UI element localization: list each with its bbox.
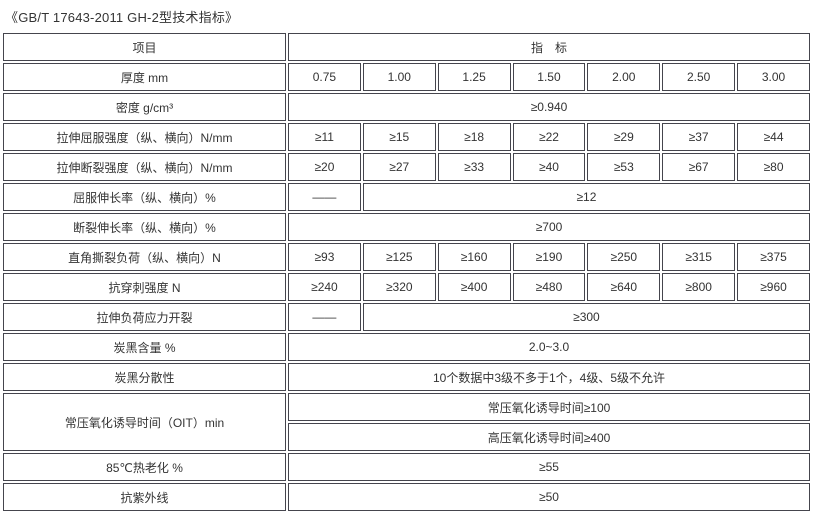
value-cell: ≥67 bbox=[662, 153, 736, 181]
value-cell: ≥960 bbox=[737, 273, 810, 301]
value-cell: ≥29 bbox=[587, 123, 661, 151]
value-cell: ≥18 bbox=[437, 123, 511, 151]
page-title: 《GB/T 17643-2011 GH-2型技术指标》 bbox=[5, 10, 239, 25]
table-row-oit-2: 高压氧化诱导时间≥400 bbox=[3, 423, 810, 451]
value-cell: ≥15 bbox=[362, 123, 436, 151]
value-cell: ≥55 bbox=[288, 453, 810, 481]
value-cell: ≥315 bbox=[662, 243, 736, 271]
header-indicator-cell: 指 标 bbox=[288, 33, 810, 61]
value-cell: 2.50 bbox=[662, 63, 736, 91]
table-header-row: 项目 指 标 bbox=[3, 33, 810, 61]
value-cell: ≥40 bbox=[512, 153, 586, 181]
value-cell: ≥160 bbox=[437, 243, 511, 271]
table-row-tensile-yield: 拉伸屈服强度（纵、横向）N/mm ≥11 ≥15 ≥18 ≥22 ≥29 ≥37… bbox=[3, 123, 810, 151]
value-cell: ≥50 bbox=[288, 483, 810, 511]
value-cell: ≥320 bbox=[362, 273, 436, 301]
value-cell: 1.00 bbox=[362, 63, 436, 91]
value-cell: 0.75 bbox=[288, 63, 361, 91]
value-cell: ≥300 bbox=[362, 303, 810, 331]
value-cell: ≥12 bbox=[362, 183, 810, 211]
value-cell: 10个数据中3级不多于1个，4级、5级不允许 bbox=[288, 363, 810, 391]
row-label: 85℃热老化 % bbox=[3, 453, 286, 481]
table-row-uv-resistance: 抗紫外线 ≥50 bbox=[3, 483, 810, 511]
value-cell: ≥44 bbox=[737, 123, 810, 151]
value-cell: ≥700 bbox=[288, 213, 810, 241]
row-label: 拉伸断裂强度（纵、横向）N/mm bbox=[3, 153, 286, 181]
value-cell: ≥11 bbox=[288, 123, 361, 151]
value-cell: 1.25 bbox=[437, 63, 511, 91]
value-cell: ≥480 bbox=[512, 273, 586, 301]
value-cell: 高压氧化诱导时间≥400 bbox=[288, 423, 810, 451]
value-cell: ≥400 bbox=[437, 273, 511, 301]
row-label: 拉伸屈服强度（纵、横向）N/mm bbox=[3, 123, 286, 151]
table-row-tensile-break: 拉伸断裂强度（纵、横向）N/mm ≥20 ≥27 ≥33 ≥40 ≥53 ≥67… bbox=[3, 153, 810, 181]
value-cell: 3.00 bbox=[737, 63, 810, 91]
value-cell: ≥53 bbox=[587, 153, 661, 181]
table-row-oit-1: 常压氧化诱导时间（OIT）min 常压氧化诱导时间≥100 bbox=[3, 393, 810, 451]
value-cell: —— bbox=[288, 183, 361, 211]
table-row-carbon-content: 炭黑含量 % 2.0~3.0 bbox=[3, 333, 810, 361]
table-row-heat-aging: 85℃热老化 % ≥55 bbox=[3, 453, 810, 481]
table-row-puncture: 抗穿刺强度 N ≥240 ≥320 ≥400 ≥480 ≥640 ≥800 ≥9… bbox=[3, 273, 810, 301]
row-label: 密度 g/cm³ bbox=[3, 93, 286, 121]
table-row-yield-elongation: 屈服伸长率（纵、横向）% —— ≥12 bbox=[3, 183, 810, 211]
spec-table: 项目 指 标 厚度 mm 0.75 1.00 1.25 1.50 2.00 2.… bbox=[1, 31, 812, 513]
value-cell: 2.0~3.0 bbox=[288, 333, 810, 361]
value-cell: ≥33 bbox=[437, 153, 511, 181]
value-cell: ≥190 bbox=[512, 243, 586, 271]
row-label: 直角撕裂负荷（纵、横向）N bbox=[3, 243, 286, 271]
value-cell: ≥640 bbox=[587, 273, 661, 301]
row-label: 常压氧化诱导时间（OIT）min bbox=[3, 393, 286, 451]
value-cell: ≥125 bbox=[362, 243, 436, 271]
value-cell: ≥375 bbox=[737, 243, 810, 271]
table-row-carbon-dispersion: 炭黑分散性 10个数据中3级不多于1个，4级、5级不允许 bbox=[3, 363, 810, 391]
value-cell: 常压氧化诱导时间≥100 bbox=[288, 393, 810, 421]
value-cell: ≥27 bbox=[362, 153, 436, 181]
row-label: 厚度 mm bbox=[3, 63, 286, 91]
table-row-thickness: 厚度 mm 0.75 1.00 1.25 1.50 2.00 2.50 3.00 bbox=[3, 63, 810, 91]
value-cell: —— bbox=[288, 303, 361, 331]
value-cell: ≥37 bbox=[662, 123, 736, 151]
value-cell: 2.00 bbox=[587, 63, 661, 91]
value-cell: ≥20 bbox=[288, 153, 361, 181]
value-cell: ≥80 bbox=[737, 153, 810, 181]
row-label: 拉伸负荷应力开裂 bbox=[3, 303, 286, 331]
row-label: 炭黑分散性 bbox=[3, 363, 286, 391]
row-label: 抗紫外线 bbox=[3, 483, 286, 511]
row-label: 断裂伸长率（纵、横向）% bbox=[3, 213, 286, 241]
value-cell: ≥0.940 bbox=[288, 93, 810, 121]
table-row-density: 密度 g/cm³ ≥0.940 bbox=[3, 93, 810, 121]
row-label: 屈服伸长率（纵、横向）% bbox=[3, 183, 286, 211]
header-item-cell: 项目 bbox=[3, 33, 286, 61]
row-label: 抗穿刺强度 N bbox=[3, 273, 286, 301]
value-cell: 1.50 bbox=[512, 63, 586, 91]
table-row-stress-crack: 拉伸负荷应力开裂 —— ≥300 bbox=[3, 303, 810, 331]
table-row-tear-load: 直角撕裂负荷（纵、横向）N ≥93 ≥125 ≥160 ≥190 ≥250 ≥3… bbox=[3, 243, 810, 271]
value-cell: ≥93 bbox=[288, 243, 361, 271]
value-cell: ≥800 bbox=[662, 273, 736, 301]
value-cell: ≥240 bbox=[288, 273, 361, 301]
value-cell: ≥22 bbox=[512, 123, 586, 151]
row-label: 炭黑含量 % bbox=[3, 333, 286, 361]
value-cell: ≥250 bbox=[587, 243, 661, 271]
table-row-break-elongation: 断裂伸长率（纵、横向）% ≥700 bbox=[3, 213, 810, 241]
